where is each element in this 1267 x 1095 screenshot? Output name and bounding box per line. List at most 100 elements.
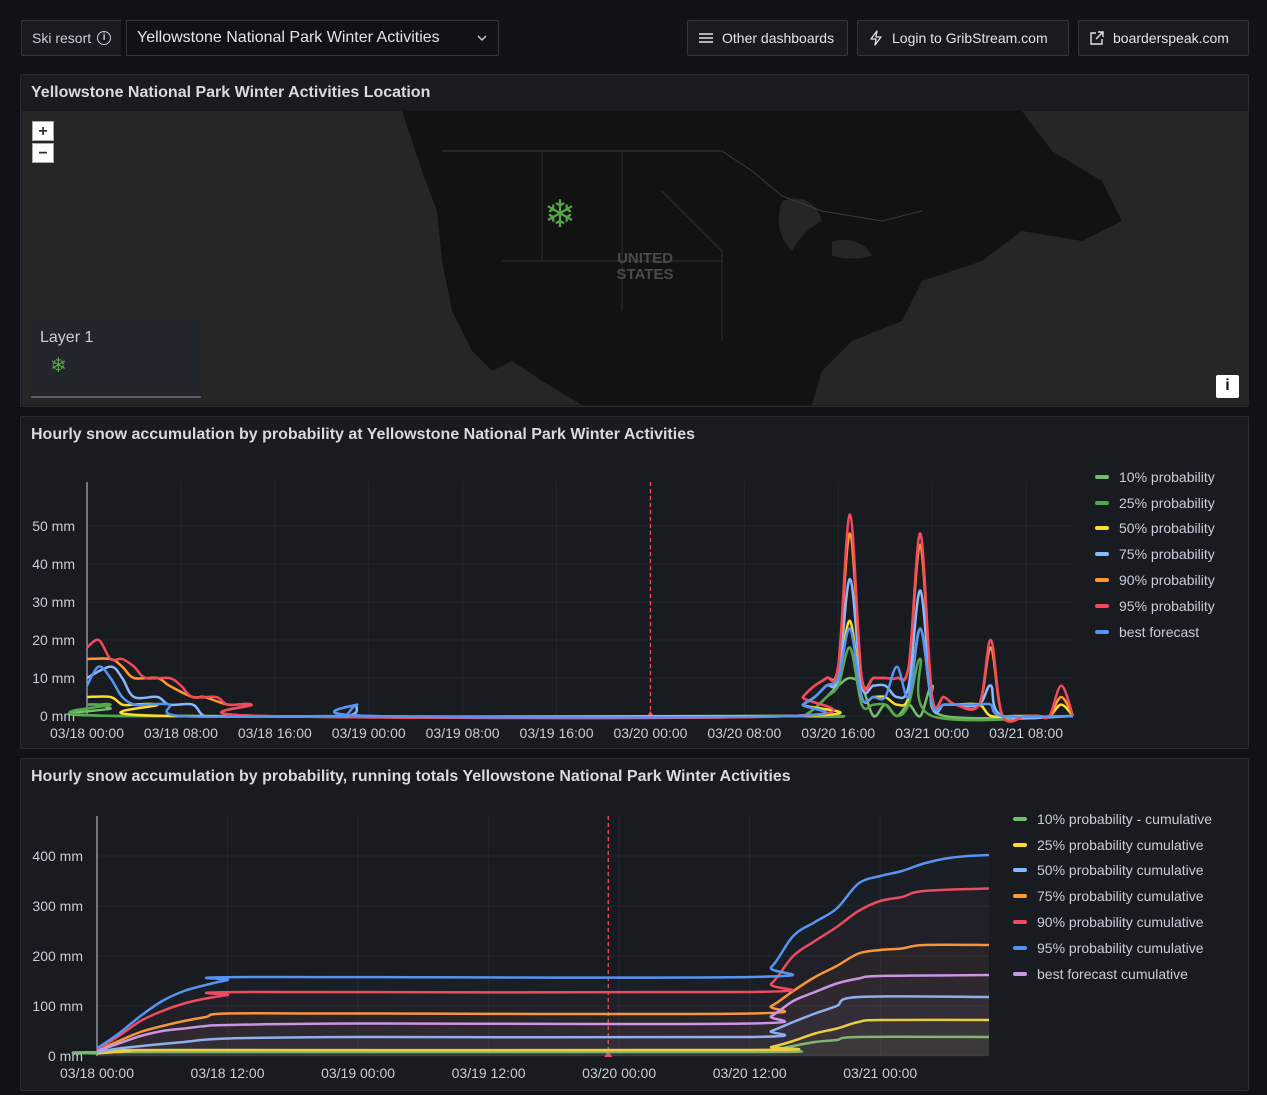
great-lakes — [778, 198, 872, 259]
legend-swatch — [1095, 552, 1109, 557]
cumulative-panel-title: Hourly snow accumulation by probability,… — [31, 768, 791, 785]
map-canvas: UNITED STATES ❄ — [22, 111, 1249, 405]
series-line-2[interactable] — [96, 995, 990, 1054]
legend-item[interactable]: 10% probability - cumulative — [1013, 806, 1212, 832]
legend-label: 75% probability cumulative — [1037, 888, 1204, 905]
legend-swatch — [1095, 603, 1109, 608]
country-label-line1: UNITED — [617, 250, 673, 267]
other-dashboards-button[interactable]: Other dashboards — [687, 20, 848, 56]
x-tick-label: 03/18 00:00 — [60, 1065, 134, 1081]
series-area-6 — [97, 975, 989, 1056]
series-line-4[interactable] — [96, 887, 990, 1052]
legend-label: 25% probability — [1119, 494, 1215, 511]
y-tick-label: 200 mm — [32, 948, 83, 964]
legend-item[interactable]: 75% probability cumulative — [1013, 883, 1212, 909]
legend-label: 95% probability cumulative — [1037, 939, 1204, 956]
legend-swatch — [1013, 842, 1027, 847]
legend-item[interactable]: 75% probability — [1095, 541, 1215, 567]
cumulative-legend: 10% probability - cumulative 25% probabil… — [1013, 806, 1212, 987]
legend-swatch — [1013, 816, 1027, 821]
external-link-icon — [1090, 31, 1104, 45]
legend-swatch — [1013, 945, 1027, 950]
y-tick-label: 400 mm — [32, 848, 83, 864]
country-border — [442, 150, 923, 222]
y-tick-label: 300 mm — [32, 898, 83, 914]
legend-item[interactable]: 50% probability — [1095, 516, 1215, 542]
series-area-1 — [97, 1019, 989, 1056]
legend-item[interactable]: 25% probability — [1095, 490, 1215, 516]
legend-item[interactable]: 95% probability — [1095, 593, 1215, 619]
geomap[interactable]: UNITED STATES ❄ + − Layer 1 ❄ i — [22, 111, 1249, 405]
snowflake-marker-icon[interactable]: ❄ — [544, 194, 576, 236]
x-tick-label: 03/20 16:00 — [801, 725, 875, 741]
series-area-5 — [97, 855, 989, 1056]
legend-label: 75% probability — [1119, 546, 1215, 563]
legend-swatch — [1095, 474, 1109, 479]
series-area-3 — [97, 944, 989, 1056]
land-north-america — [402, 111, 1122, 405]
series-line-1[interactable] — [96, 1018, 990, 1055]
boarderspeak-button[interactable]: boarderspeak.com — [1078, 20, 1249, 56]
state-lines — [502, 151, 723, 341]
zoom-in-button[interactable]: + — [32, 121, 54, 141]
map-panel: Yellowstone National Park Winter Activit… — [20, 74, 1249, 407]
legend-swatch — [1095, 578, 1109, 583]
y-tick-label: 40 mm — [32, 556, 75, 572]
legend-swatch — [1013, 971, 1027, 976]
legend-swatch — [1095, 526, 1109, 531]
series-line-6[interactable] — [96, 973, 990, 1053]
legend-swatch — [1013, 894, 1027, 899]
x-tick-label: 03/18 00:00 — [50, 725, 124, 741]
legend-item[interactable]: 90% probability — [1095, 567, 1215, 593]
ski-resort-select[interactable]: Yellowstone National Park Winter Activit… — [126, 20, 499, 56]
legend-item[interactable]: 25% probability cumulative — [1013, 832, 1212, 858]
y-tick-label: 20 mm — [32, 632, 75, 648]
legend-item[interactable]: 95% probability cumulative — [1013, 935, 1212, 961]
series-line-5[interactable] — [96, 853, 990, 1050]
layer-legend: Layer 1 ❄ — [31, 319, 201, 398]
hourly-legend: 10% probability 25% probability 50% probab… — [1095, 464, 1215, 645]
legend-label: 10% probability — [1119, 468, 1215, 485]
snowflake-legend-icon: ❄ — [50, 355, 67, 377]
x-tick-label: 03/20 00:00 — [613, 725, 687, 741]
legend-swatch — [1013, 920, 1027, 925]
series-line-5[interactable] — [86, 513, 1075, 723]
now-marker-triangle — [604, 1051, 613, 1057]
series-line-3[interactable] — [96, 943, 990, 1053]
hourly-chart[interactable]: 03/18 00:00 03/18 08:00 03/18 16:00 03/19 0… — [21, 457, 1086, 747]
series-line-1[interactable] — [68, 646, 1074, 722]
x-tick-label: 03/21 08:00 — [989, 725, 1063, 741]
y-tick-label: 0 mm — [40, 708, 75, 724]
x-tick-label: 03/21 00:00 — [895, 725, 969, 741]
info-icon[interactable]: i — [97, 31, 112, 45]
legend-label: 90% probability cumulative — [1037, 914, 1204, 931]
variable-label: Ski resort i — [21, 20, 122, 56]
legend-item[interactable]: 10% probability — [1095, 464, 1215, 490]
series-line-6[interactable] — [85, 627, 1074, 719]
legend-label: best forecast — [1119, 623, 1200, 640]
x-tick-label: 03/20 12:00 — [713, 1065, 787, 1081]
zoom-out-button[interactable]: − — [32, 143, 54, 163]
menu-icon — [699, 33, 713, 43]
login-gribstream-button[interactable]: Login to GribStream.com — [857, 20, 1069, 56]
x-tick-label: 03/20 00:00 — [582, 1065, 656, 1081]
x-tick-label: 03/19 08:00 — [426, 725, 500, 741]
dashboard-controls: Ski resort i Yellowstone National Park W… — [0, 0, 1267, 75]
legend-item[interactable]: best forecast cumulative — [1013, 961, 1212, 987]
map-panel-title: Yellowstone National Park Winter Activit… — [31, 84, 431, 101]
legend-swatch — [1095, 500, 1109, 505]
x-tick-label: 03/19 16:00 — [520, 725, 594, 741]
ski-resort-value: Yellowstone National Park Winter Activit… — [137, 29, 440, 46]
map-info-button[interactable]: i — [1216, 375, 1239, 398]
legend-label: 50% probability — [1119, 520, 1215, 537]
legend-label: 50% probability cumulative — [1037, 862, 1204, 879]
legend-item[interactable]: 50% probability cumulative — [1013, 858, 1212, 884]
legend-item[interactable]: 90% probability cumulative — [1013, 909, 1212, 935]
legend-item[interactable]: best forecast — [1095, 619, 1215, 645]
login-gribstream-label: Login to GribStream.com — [892, 30, 1048, 46]
series-area-2 — [97, 996, 989, 1056]
x-tick-label: 03/21 00:00 — [843, 1065, 917, 1081]
legend-label: 10% probability - cumulative — [1037, 810, 1213, 827]
y-tick-label: 10 mm — [32, 670, 75, 686]
cumulative-chart[interactable]: 03/18 00:00 03/18 12:00 03/19 00:00 03/19 1… — [21, 799, 1006, 1089]
